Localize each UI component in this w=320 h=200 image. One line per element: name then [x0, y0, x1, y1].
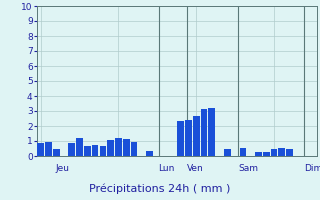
- Bar: [131, 142, 137, 156]
- Text: Jeu: Jeu: [56, 164, 70, 173]
- Bar: [209, 108, 215, 156]
- Bar: [115, 138, 122, 156]
- Text: Dim: Dim: [304, 164, 320, 173]
- Text: Précipitations 24h ( mm ): Précipitations 24h ( mm ): [89, 184, 231, 194]
- Bar: [263, 152, 269, 156]
- Bar: [255, 152, 262, 156]
- Bar: [37, 143, 44, 156]
- Bar: [201, 109, 207, 156]
- Bar: [271, 148, 277, 156]
- Bar: [76, 138, 83, 156]
- Bar: [278, 148, 285, 156]
- Bar: [100, 146, 106, 156]
- Bar: [92, 145, 99, 156]
- Bar: [286, 149, 293, 156]
- Bar: [146, 151, 153, 156]
- Bar: [108, 140, 114, 156]
- Bar: [193, 116, 200, 156]
- Text: Sam: Sam: [238, 164, 259, 173]
- Bar: [177, 121, 184, 156]
- Bar: [53, 148, 60, 156]
- Bar: [123, 139, 130, 156]
- Bar: [84, 146, 91, 156]
- Bar: [45, 142, 52, 156]
- Bar: [224, 148, 231, 156]
- Bar: [185, 120, 192, 156]
- Bar: [68, 143, 75, 156]
- Text: Ven: Ven: [187, 164, 203, 173]
- Bar: [240, 148, 246, 156]
- Text: Lun: Lun: [159, 164, 175, 173]
